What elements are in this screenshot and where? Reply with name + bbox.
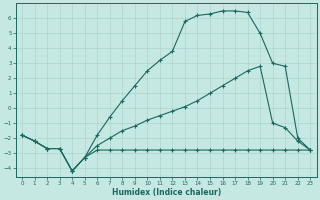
X-axis label: Humidex (Indice chaleur): Humidex (Indice chaleur) bbox=[112, 188, 221, 197]
